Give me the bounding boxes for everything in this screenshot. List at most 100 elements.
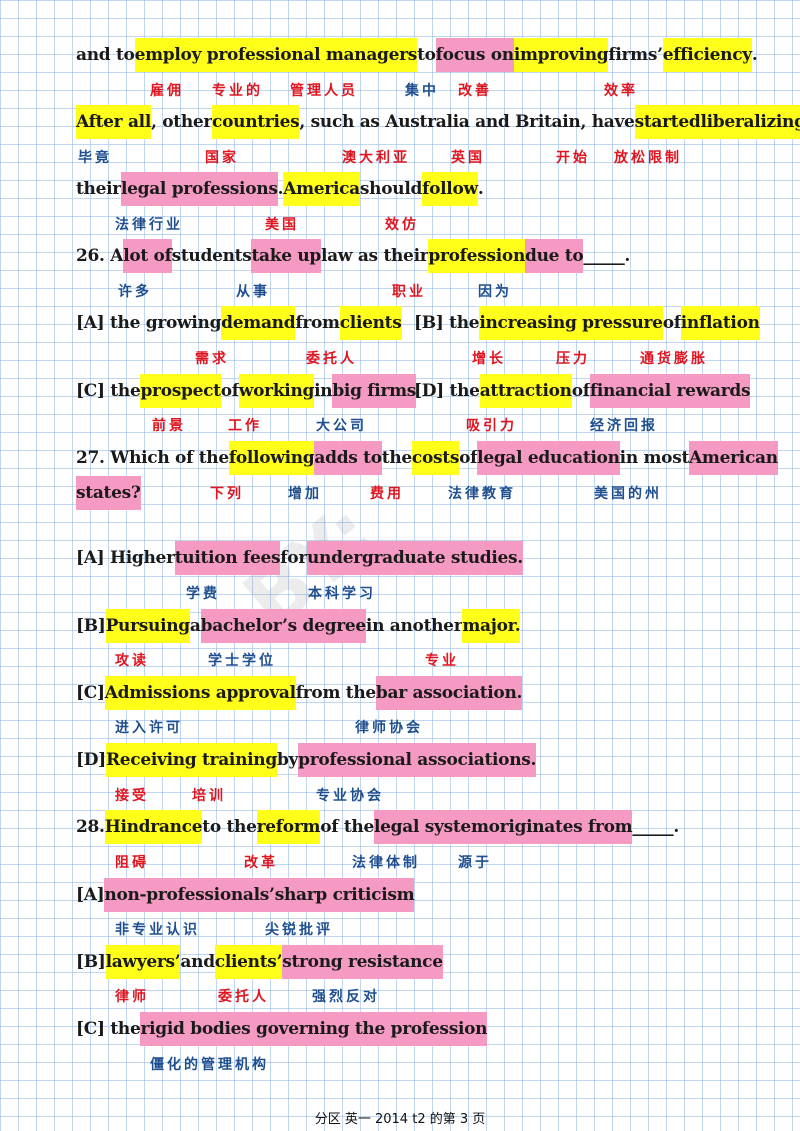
annotation-red: 专业的 (212, 83, 263, 99)
highlight-pink: strong resistance (282, 945, 443, 979)
sentence-line: their legal professions. America should … (76, 172, 484, 206)
text-plain: . (477, 179, 484, 199)
text-plain: [C] (76, 683, 105, 703)
highlight-yellow: liberalizing (700, 105, 800, 139)
highlight-yellow: Receiving training (105, 743, 277, 777)
text-plain: the (381, 448, 412, 468)
option-26-a: [A] the growing demand from clients (76, 306, 402, 340)
annotation-blue: 大公司 (316, 418, 367, 434)
text-plain: 27. Which of the (76, 448, 229, 468)
annotation-blue: 从事 (236, 284, 270, 300)
text-plain: [D] the (414, 381, 480, 401)
option-26-d: [D] the attraction of financial rewards (414, 374, 751, 408)
annotation-red: 开始 (556, 150, 590, 166)
highlight-yellow: started (634, 105, 701, 139)
annotation-red: 攻读 (115, 653, 149, 669)
annotation-blue: 经济回报 (590, 418, 658, 434)
highlight-pink: big firms (332, 374, 416, 408)
text-plain: law as their (321, 246, 429, 266)
annotation-red: 效率 (604, 83, 638, 99)
option-26-c: [C] the prospect of working in big firms (76, 374, 416, 408)
highlight-pink: undergraduate studies. (306, 541, 523, 575)
text-plain: of (459, 448, 478, 468)
highlight-pink: sharp criticism (274, 878, 415, 912)
highlight-pink: legal system (374, 810, 489, 844)
text-plain: in most (619, 448, 690, 468)
highlight-yellow: demand (221, 306, 296, 340)
annotation-red: 下列 (210, 486, 244, 502)
highlight-pink: rigid bodies governing the profession (140, 1012, 488, 1046)
text-plain: of the (320, 817, 374, 837)
highlight-yellow: clients’ (214, 945, 282, 979)
text-plain: and to (76, 45, 135, 65)
highlight-yellow: costs (411, 441, 459, 475)
option-28-b: [B] lawyers’ and clients’ strong resista… (76, 945, 443, 979)
text-plain: in (314, 381, 333, 401)
annotation-red: 管理人员 (290, 83, 358, 99)
annotation-red: 培训 (192, 788, 226, 804)
text-plain: of (571, 381, 590, 401)
text-plain: of (220, 381, 239, 401)
text-plain: [D] (76, 750, 106, 770)
annotation-red: 美国 (265, 217, 299, 233)
highlight-yellow: employ professional managers (134, 38, 417, 72)
text-plain: [B] (76, 616, 106, 636)
annotation-red: 国家 (205, 150, 239, 166)
highlight-pink: legal education (477, 441, 620, 475)
highlight-yellow: follow (422, 172, 478, 206)
annotation-blue: 源于 (458, 855, 492, 871)
text-plain: , other (150, 112, 213, 132)
annotation-red: 澳大利亚 (342, 150, 410, 166)
annotation-blue: 因为 (478, 284, 512, 300)
text-plain: their (76, 179, 121, 199)
highlight-yellow: clients (339, 306, 402, 340)
highlight-pink: non-professionals’ (104, 878, 275, 912)
annotation-blue: 美国的州 (594, 486, 662, 502)
text-plain: 26. A (76, 246, 124, 266)
highlight-pink: American (689, 441, 778, 475)
annotation-blue: 学士学位 (208, 653, 276, 669)
option-26-b: [B] the increasing pressure of inflation (414, 306, 760, 340)
annotation-blue: 法律体制 (352, 855, 420, 871)
text-plain: should (359, 179, 423, 199)
annotation-red: 委托人 (218, 989, 269, 1005)
highlight-yellow: countries (212, 105, 300, 139)
highlight-yellow: working (238, 374, 314, 408)
highlight-pink: tuition fees (174, 541, 281, 575)
highlight-pink: take up (251, 239, 321, 273)
text-plain: . (751, 45, 758, 65)
text-plain: 28. (76, 817, 105, 837)
text-plain: students (171, 246, 252, 266)
option-27-b: [B] Pursuing a bachelor’s degree in anot… (76, 609, 521, 643)
option-27-d: [D] Receiving training by professional a… (76, 743, 536, 777)
highlight-pink: focus on (435, 38, 514, 72)
annotation-blue: 毕竟 (78, 150, 112, 166)
highlight-pink: professional associations. (298, 743, 536, 777)
highlight-yellow: America (283, 172, 360, 206)
text-plain: [A] Higher (76, 548, 175, 568)
annotation-blue: 非专业认识 (115, 922, 200, 938)
annotation-blue: 学费 (186, 586, 220, 602)
sentence-line: and to employ professional managers to f… (76, 38, 758, 72)
annotation-red: 前景 (152, 418, 186, 434)
text-plain: firms’ (608, 45, 663, 65)
highlight-yellow: improving (513, 38, 609, 72)
annotation-red: 吸引力 (466, 418, 517, 434)
highlight-yellow: Pursuing (105, 609, 190, 643)
highlight-pink: lot of (123, 239, 172, 273)
text-plain: _____. (583, 246, 631, 266)
annotation-red: 阻碍 (115, 855, 149, 871)
text-plain: to (417, 45, 436, 65)
annotation-red: 职业 (392, 284, 426, 300)
text-plain: by (276, 750, 299, 770)
annotation-red: 雇佣 (150, 83, 184, 99)
highlight-yellow: efficiency (662, 38, 752, 72)
annotation-red: 效仿 (385, 217, 419, 233)
annotation-blue: 强烈反对 (312, 989, 380, 1005)
highlight-pink: states? (76, 476, 141, 510)
annotation-blue: 法律教育 (448, 486, 516, 502)
text-plain: _____. (632, 817, 679, 837)
annotation-red: 改善 (458, 83, 492, 99)
annotation-blue: 僵化的管理机构 (150, 1057, 269, 1073)
